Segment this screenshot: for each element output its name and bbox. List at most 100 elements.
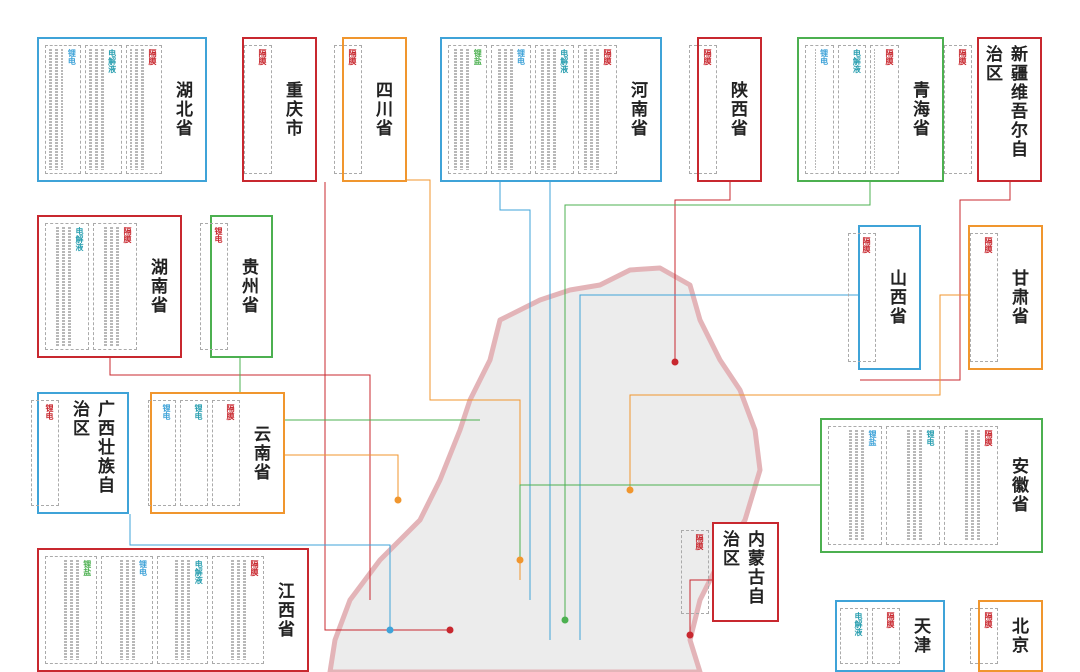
province-box: 湖北省 隔膜 电解液 锂电 <box>37 37 207 182</box>
province-box: 山西省 隔膜 <box>848 225 921 370</box>
text-placeholder <box>116 227 119 346</box>
province-title: 安徽省 <box>1008 457 1028 514</box>
company-group: 电解液 <box>837 45 867 174</box>
province-box: 甘肃省 隔膜 <box>968 225 1043 370</box>
category-tag: 隔膜 <box>258 49 267 65</box>
company-group: 隔膜 <box>689 45 717 174</box>
company-group: 隔膜 <box>577 45 617 174</box>
company-group: 隔膜 <box>848 233 876 362</box>
text-placeholder <box>971 430 974 541</box>
text-placeholder <box>75 560 79 660</box>
company-group: 锂电 <box>45 45 82 174</box>
company-group: 隔膜 <box>944 45 972 174</box>
province-title: 甘肃省 <box>1008 269 1028 326</box>
category-tag: 锂电 <box>819 49 829 65</box>
company-group: 锂盐 <box>448 45 488 174</box>
company-group: 电解液 <box>85 45 122 174</box>
text-placeholder <box>231 560 234 660</box>
text-placeholder <box>861 430 864 541</box>
category-tag: 锂盐 <box>473 49 483 65</box>
province-title: 北京 <box>1008 617 1028 655</box>
category-tag: 电解液 <box>854 612 863 636</box>
company-group: 隔膜 <box>93 223 137 350</box>
text-placeholder <box>100 49 104 170</box>
text-placeholder <box>181 560 185 660</box>
province-box: 广西壮族自治区 锂电 <box>31 392 129 514</box>
text-placeholder <box>63 560 67 660</box>
category-tag: 隔膜 <box>984 430 993 446</box>
text-placeholder <box>584 49 587 170</box>
text-placeholder <box>69 560 73 660</box>
company-group: 隔膜 <box>872 608 900 664</box>
category-tag: 锂电 <box>45 404 54 420</box>
category-tag: 锂电 <box>138 560 148 576</box>
category-tag: 电解液 <box>75 227 84 251</box>
company-group: 锂电 <box>180 400 208 506</box>
category-tag: 隔膜 <box>148 49 157 65</box>
province-title: 贵州省 <box>238 258 258 315</box>
text-placeholder <box>243 560 246 660</box>
province-title: 湖北省 <box>172 81 192 138</box>
province-box: 青海省 隔膜 电解液 锂电 <box>797 37 944 182</box>
text-placeholder <box>62 227 65 346</box>
province-title: 四川省 <box>372 81 392 138</box>
text-placeholder <box>552 49 556 170</box>
category-tag: 隔膜 <box>348 49 357 65</box>
text-placeholder <box>110 227 113 346</box>
province-box: 贵州省 锂电 <box>200 215 273 358</box>
company-group: 锂电 <box>886 426 940 545</box>
text-placeholder <box>119 560 123 660</box>
text-placeholder <box>466 49 470 170</box>
province-title: 重庆市 <box>282 81 302 138</box>
province-box: 重庆市 隔膜 <box>242 37 317 182</box>
province-title: 山西省 <box>886 269 906 326</box>
company-group: 隔膜 <box>681 530 709 614</box>
text-placeholder <box>60 49 64 170</box>
text-placeholder <box>135 49 139 170</box>
company-group: 隔膜 <box>212 556 264 664</box>
text-placeholder <box>907 430 910 541</box>
province-title: 天津 <box>910 617 930 655</box>
category-tag: 电解液 <box>559 49 569 73</box>
category-tag: 锂电 <box>926 430 935 446</box>
text-placeholder <box>68 227 71 346</box>
text-placeholder <box>509 49 513 170</box>
company-group: 电解液 <box>534 45 574 174</box>
connectors <box>109 179 1011 640</box>
text-placeholder <box>175 560 179 660</box>
province-title: 新疆维吾尔自治区 <box>982 45 1027 159</box>
category-tag: 电解液 <box>852 49 862 73</box>
text-placeholder <box>56 227 59 346</box>
text-placeholder <box>913 430 916 541</box>
text-placeholder <box>540 49 544 170</box>
text-placeholder <box>49 49 52 170</box>
text-placeholder <box>187 560 191 660</box>
province-box: 天津 隔膜 电解液 <box>835 600 945 672</box>
province-title: 青海省 <box>909 81 929 138</box>
company-group: 锂电 <box>200 223 228 350</box>
category-tag: 锂电 <box>516 49 526 65</box>
text-placeholder <box>590 49 593 170</box>
text-placeholder <box>965 430 968 541</box>
text-placeholder <box>849 430 852 541</box>
category-tag: 隔膜 <box>603 49 612 65</box>
category-tag: 隔膜 <box>984 237 993 253</box>
category-tag: 电解液 <box>107 49 117 73</box>
text-placeholder <box>497 49 501 170</box>
company-group: 电解液 <box>156 556 209 664</box>
category-tag: 锂电 <box>162 404 171 420</box>
text-placeholder <box>125 560 129 660</box>
text-placeholder <box>104 227 107 346</box>
company-group: 隔膜 <box>944 426 998 545</box>
company-group: 隔膜 <box>244 45 272 174</box>
company-group: 隔膜 <box>970 233 998 362</box>
company-group: 锂电 <box>31 400 59 506</box>
province-title: 河南省 <box>627 81 647 138</box>
category-tag: 电解液 <box>194 560 204 584</box>
map-dots <box>386 358 694 639</box>
province-title: 陕西省 <box>727 81 747 138</box>
company-group: 隔膜 <box>334 45 362 174</box>
company-group: 电解液 <box>840 608 868 664</box>
company-group: 锂电 <box>148 400 176 506</box>
category-tag: 隔膜 <box>226 404 235 420</box>
